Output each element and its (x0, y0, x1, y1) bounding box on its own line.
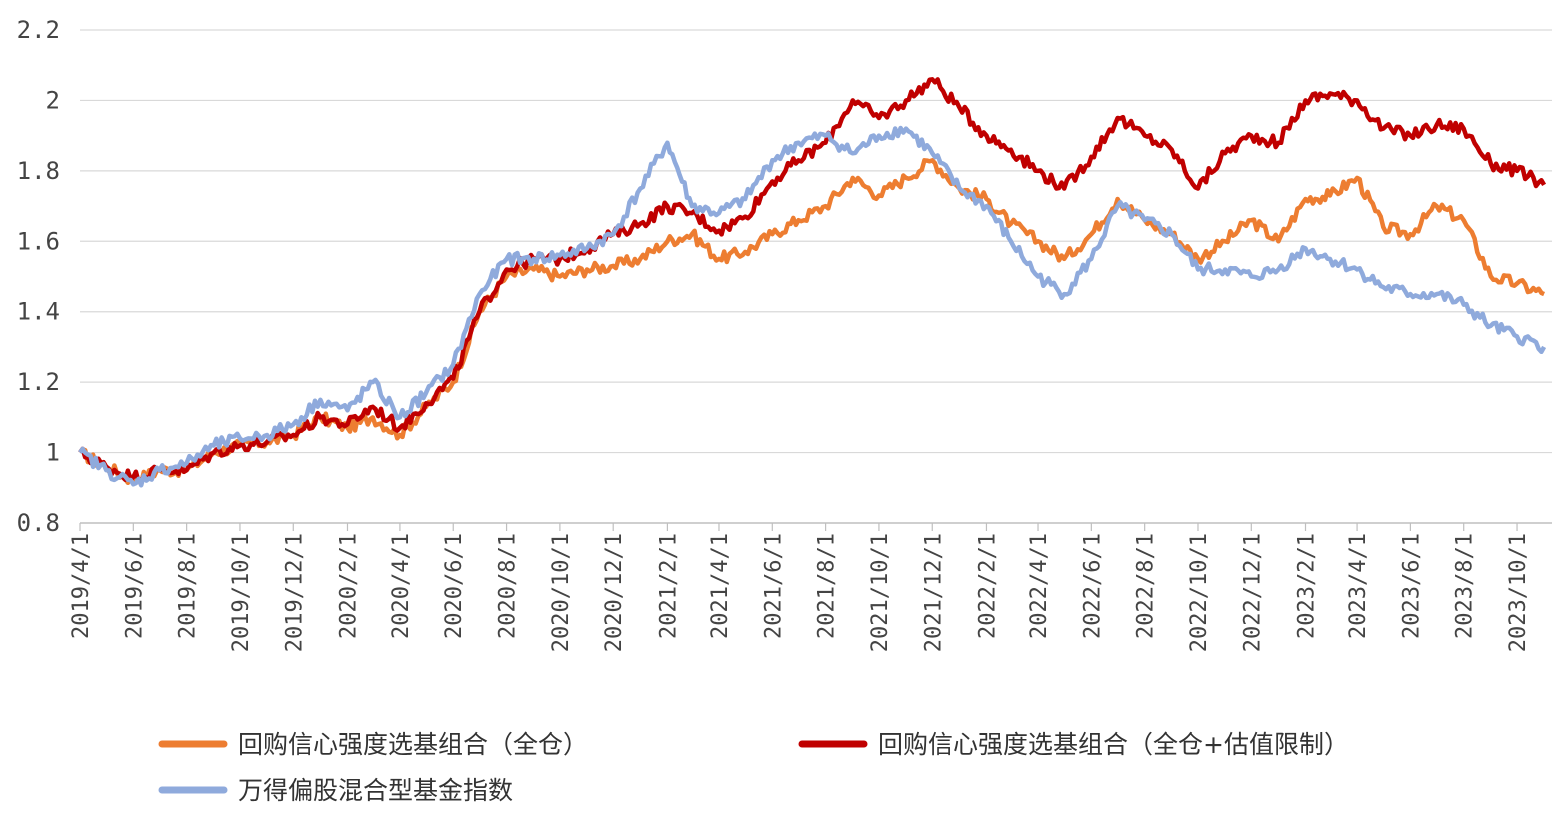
x-tick-label: 2022/10/1 (1187, 533, 1212, 652)
legend-label: 回购信心强度选基组合（全仓+估值限制） (878, 730, 1349, 759)
series-line-1 (78, 77, 1547, 485)
x-tick-label: 2022/6/1 (1080, 533, 1105, 639)
x-tick-label: 2023/10/1 (1506, 533, 1531, 652)
x-tick-label: 2019/4/1 (69, 533, 94, 639)
x-tick-label: 2023/8/1 (1453, 533, 1478, 639)
y-tick-label: 1.8 (17, 157, 60, 185)
x-tick-label: 2019/8/1 (176, 533, 201, 639)
x-tick-label: 2021/6/1 (761, 533, 786, 639)
y-axis: 0.8 1 1.2 1.4 1.6 1.8 2 2.2 (17, 16, 60, 537)
legend-label: 万得偏股混合型基金指数 (238, 776, 513, 805)
series-line-0 (78, 158, 1546, 486)
legend-label: 回购信心强度选基组合（全仓） (238, 730, 588, 759)
x-tick-label: 2022/12/1 (1240, 533, 1265, 652)
y-tick-label: 1.4 (17, 298, 60, 326)
x-tick-label: 2019/10/1 (229, 533, 254, 652)
x-tick-label: 2021/4/1 (708, 533, 733, 639)
x-tick-label: 2021/2/1 (656, 533, 681, 639)
x-tick-label: 2020/8/1 (496, 533, 521, 639)
x-tick-label: 2023/4/1 (1346, 533, 1371, 639)
x-tick-label: 2023/2/1 (1295, 533, 1320, 639)
x-tick-label: 2019/6/1 (122, 533, 147, 639)
series-lines (78, 77, 1547, 488)
legend: 回购信心强度选基组合（全仓） 回购信心强度选基组合（全仓+估值限制） 万得偏股混合型… (158, 730, 1349, 805)
x-tick-label: 2020/6/1 (442, 533, 467, 639)
x-tick-label: 2019/12/1 (282, 533, 307, 652)
y-tick-label: 1 (46, 439, 60, 467)
x-tick-label: 2022/4/1 (1027, 533, 1052, 639)
x-tick-label: 2023/6/1 (1399, 533, 1424, 639)
y-tick-label: 2 (46, 86, 60, 114)
x-tick-label: 2020/2/1 (336, 533, 361, 639)
x-tick-label: 2021/12/1 (921, 533, 946, 652)
x-tick-label: 2022/8/1 (1134, 533, 1159, 639)
x-tick-label: 2020/10/1 (549, 533, 574, 652)
x-tick-label: 2020/4/1 (389, 533, 414, 639)
gridlines (80, 29, 1552, 454)
y-tick-label: 0.8 (17, 509, 60, 537)
y-tick-label: 2.2 (17, 16, 60, 44)
series-line-2 (78, 125, 1547, 488)
x-axis: 2019/4/1 2019/6/1 2019/8/1 2019/10/1 2019/12… (69, 522, 1552, 652)
x-tick-label: 2021/8/1 (815, 533, 840, 639)
y-tick-label: 1.6 (17, 227, 60, 255)
x-tick-label: 2020/12/1 (602, 533, 627, 652)
x-tick-label: 2021/10/1 (868, 533, 893, 652)
x-tick-label: 2022/2/1 (975, 533, 1000, 639)
y-tick-label: 1.2 (17, 368, 60, 396)
